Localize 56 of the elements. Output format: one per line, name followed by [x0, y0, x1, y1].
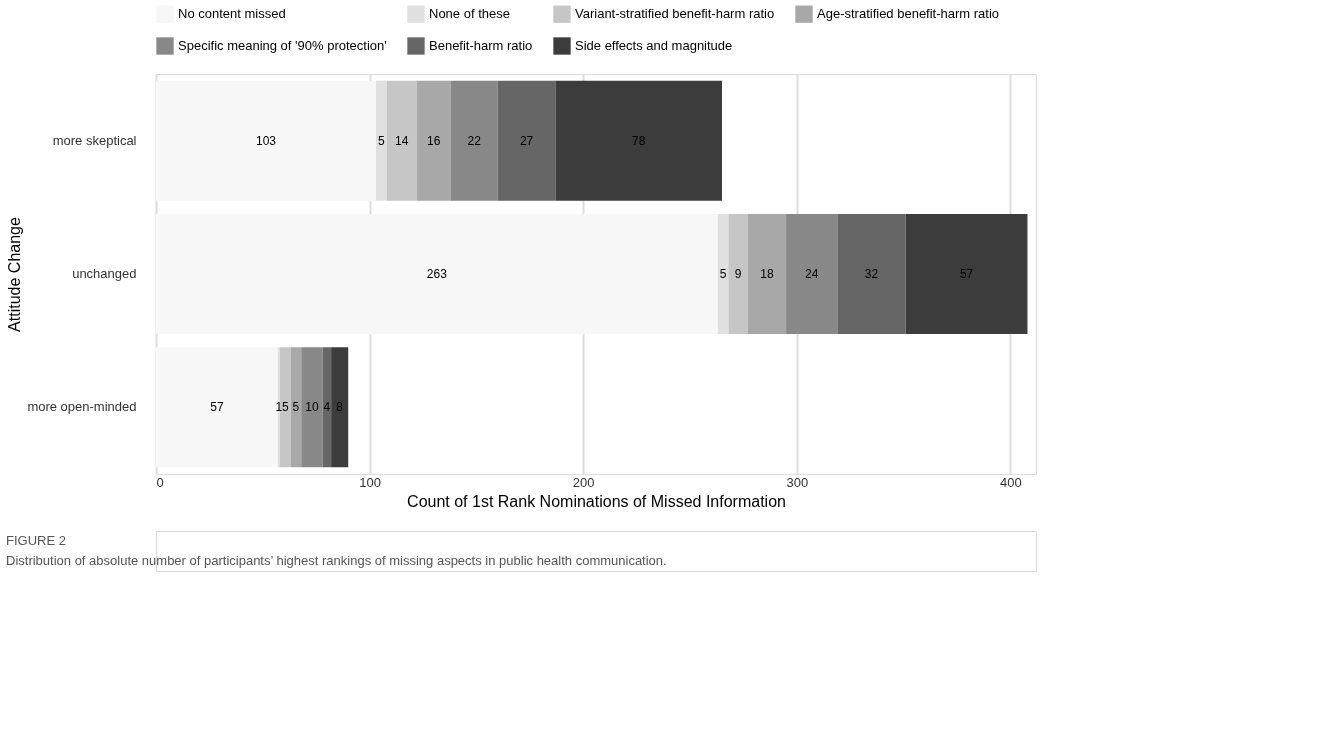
- data-label: 27: [519, 133, 534, 148]
- x-axis-title: Count of 1st Rank Nominations of Missed Information: [407, 492, 786, 510]
- bar: [728, 214, 748, 334]
- data-label: 18: [760, 267, 774, 281]
- x-tick-label: 100: [359, 474, 381, 490]
- bar: [301, 347, 323, 468]
- data-label: 103: [255, 133, 277, 148]
- text: Distribution of absolute number of participants’ highest rankings of missing aspects in public health communication.: [6, 553, 667, 568]
- data-label: 57: [210, 400, 224, 415]
- bar: [837, 214, 906, 334]
- x-tick-label: 400: [1000, 474, 1022, 490]
- bar: [450, 80, 498, 201]
- y-tick-label: unchanged: [72, 266, 137, 281]
- y-axis-title: Attitude Change: [6, 217, 24, 332]
- data-label: 5: [292, 400, 300, 415]
- data-label: 4: [323, 400, 331, 415]
- data-label: 24: [805, 267, 819, 281]
- caption: FIGURE 2: [6, 533, 66, 548]
- bar: [331, 347, 349, 468]
- bar: [416, 80, 451, 201]
- bar: [322, 347, 332, 468]
- data-label: 57: [959, 267, 974, 281]
- data-label: 5: [719, 267, 727, 281]
- bar: [386, 80, 417, 201]
- bar: [905, 214, 1028, 334]
- x-tick-label: 0: [156, 474, 164, 490]
- data-label: 16: [426, 133, 441, 148]
- legend-label: None of these: [429, 6, 510, 22]
- data-label: 22: [467, 133, 482, 148]
- data-label: 32: [864, 267, 879, 281]
- bar: [376, 80, 387, 201]
- data-label: 10: [305, 400, 319, 415]
- data-label: 9: [734, 267, 742, 281]
- bar: [747, 214, 787, 334]
- bar: [555, 80, 723, 201]
- x-tick-label: 200: [572, 474, 595, 490]
- bar: [290, 347, 302, 468]
- legend-label: No content missed: [178, 6, 286, 22]
- bar: [786, 214, 838, 334]
- data-label: 263: [426, 267, 448, 281]
- bar: [717, 214, 729, 334]
- y-tick-label: more open-minded: [27, 399, 137, 415]
- bar: [497, 80, 556, 201]
- x-tick-label: 300: [786, 474, 809, 490]
- legend-label: Side effects and magnitude: [575, 38, 733, 53]
- data-label: 5: [378, 133, 385, 148]
- legend-label: Age-stratified benefit-harm ratio: [817, 6, 1000, 22]
- legend-label: Benefit-harm ratio: [429, 38, 533, 53]
- y-tick-label: more skeptical: [52, 132, 137, 148]
- legend-label: Variant-stratified benefit-harm ratio: [575, 6, 775, 22]
- data-label: 8: [336, 400, 344, 415]
- data-label: 5: [281, 400, 289, 415]
- data-label: 14: [394, 133, 409, 148]
- data-label: 1: [275, 400, 283, 415]
- data-label: 78: [632, 133, 646, 148]
- legend-label: Specific meaning of '90% protection': [178, 38, 387, 53]
